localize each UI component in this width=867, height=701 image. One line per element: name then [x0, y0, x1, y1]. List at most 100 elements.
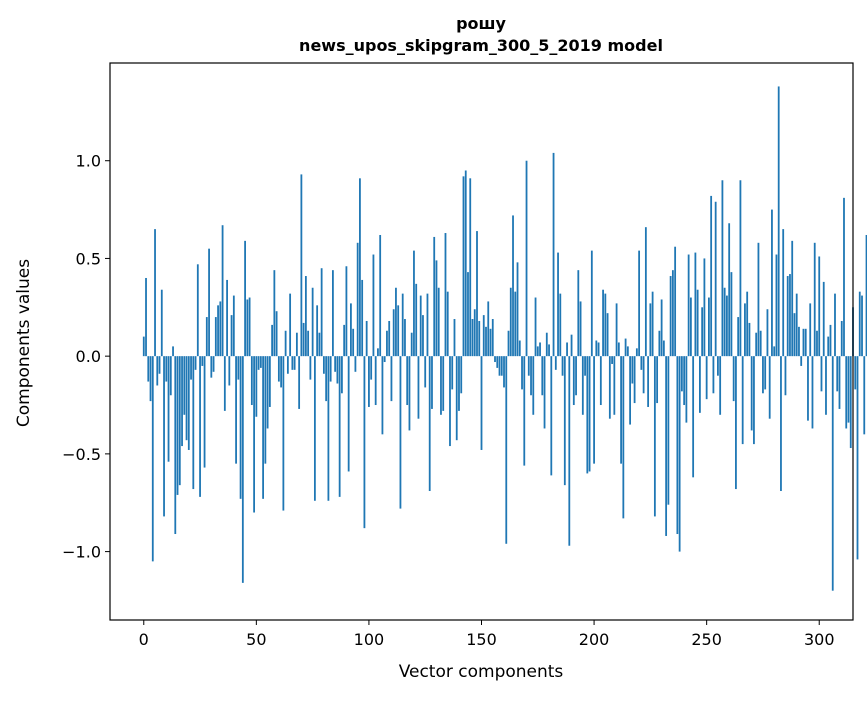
bar: [548, 344, 550, 357]
bar: [286, 356, 289, 374]
bar: [775, 254, 778, 357]
bar: [744, 303, 746, 357]
x-tick-label: 100: [354, 630, 385, 649]
bar: [825, 356, 827, 415]
bar: [235, 356, 237, 464]
y-axis: −1.0 −0.5 0.0 0.5 1.0: [62, 152, 110, 562]
bar: [196, 264, 199, 357]
bar: [662, 340, 665, 357]
bar: [737, 317, 740, 357]
bar: [552, 152, 555, 357]
bar: [169, 356, 172, 396]
bar: [214, 317, 217, 357]
bar: [460, 356, 463, 394]
bar: [836, 356, 839, 392]
bar: [149, 356, 152, 402]
bar: [329, 356, 332, 382]
bar: [676, 356, 679, 535]
bar: [390, 356, 393, 402]
bar: [428, 356, 431, 492]
plot-frame: [109, 62, 854, 621]
bar: [435, 260, 438, 357]
bar: [771, 209, 773, 357]
bar: [563, 356, 566, 486]
bar: [692, 356, 695, 478]
x-tick-label: 0: [139, 630, 149, 649]
bar: [638, 250, 641, 357]
bar: [145, 277, 147, 357]
bar: [257, 356, 260, 370]
bar: [221, 225, 224, 357]
bar: [507, 330, 510, 357]
bar: [471, 319, 474, 357]
bar: [298, 356, 301, 409]
bar: [496, 356, 499, 368]
bar: [640, 356, 643, 370]
bar: [341, 356, 343, 394]
bar: [635, 348, 638, 357]
bar: [147, 356, 150, 382]
bar: [789, 274, 791, 357]
y-tick-label: −0.5: [62, 445, 101, 464]
bar: [201, 356, 204, 366]
bar: [451, 356, 454, 390]
bar: [352, 328, 355, 357]
bar: [458, 356, 460, 411]
bar: [703, 258, 706, 357]
bar: [629, 356, 631, 425]
bar: [316, 305, 319, 357]
bar: [338, 356, 341, 497]
bar: [372, 254, 375, 357]
bar: [705, 356, 708, 400]
bar: [780, 356, 782, 492]
bar: [804, 328, 807, 357]
bar: [392, 309, 395, 357]
bar: [228, 356, 231, 386]
bar: [264, 356, 267, 464]
bar: [289, 293, 292, 357]
bar: [185, 356, 188, 441]
bar: [717, 356, 719, 376]
bar: [322, 356, 325, 374]
bar: [320, 268, 323, 357]
bar: [223, 356, 226, 411]
bar: [608, 356, 611, 419]
bar: [622, 356, 625, 519]
bar: [381, 356, 384, 435]
bar: [809, 303, 812, 357]
bar: [165, 356, 168, 382]
bar: [275, 311, 278, 357]
bar: [377, 348, 379, 357]
bar: [669, 276, 672, 357]
chart-subtitle: news_upos_skipgram_300_5_2019 model: [299, 36, 663, 55]
bar: [327, 356, 330, 501]
bar: [356, 242, 359, 357]
bar: [273, 270, 276, 357]
bar: [543, 356, 546, 429]
bar: [383, 356, 386, 363]
bar: [437, 287, 440, 357]
bar: [581, 356, 584, 415]
bar: [280, 356, 283, 388]
bar: [259, 356, 262, 368]
bar: [728, 223, 731, 357]
bar: [721, 180, 724, 357]
bar: [588, 356, 591, 472]
bar: [397, 305, 400, 357]
bar: [246, 299, 249, 357]
bar: [282, 356, 285, 511]
bar: [644, 227, 647, 357]
bar: [604, 293, 607, 357]
bar: [226, 279, 228, 357]
bar: [361, 279, 364, 357]
bar: [325, 356, 328, 402]
bar: [678, 356, 681, 552]
bar: [798, 326, 800, 357]
bar: [649, 303, 652, 357]
bar: [167, 356, 170, 462]
bar: [541, 356, 544, 396]
bar: [512, 215, 514, 357]
bar: [419, 295, 422, 357]
bar: [250, 356, 253, 406]
bar: [395, 287, 397, 357]
